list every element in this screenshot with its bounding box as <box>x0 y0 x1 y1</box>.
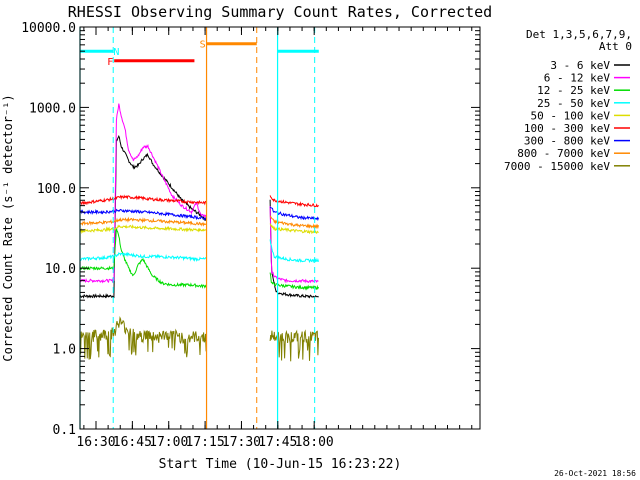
x-tick-label-0: 16:30 <box>76 435 115 450</box>
legend-label-5: 100 - 300 keV <box>524 122 610 135</box>
flag-label-F: F <box>107 57 113 68</box>
flag-label-S: S <box>200 40 206 51</box>
y-tick-label-1: 1000.0 <box>29 101 76 116</box>
legend-label-8: 7000 - 15000 keV <box>504 160 610 173</box>
legend-label-0: 3 - 6 keV <box>550 59 610 72</box>
series-line-2-segment-0 <box>79 227 207 289</box>
legend-label-4: 50 - 100 keV <box>531 109 611 122</box>
flag-F: F <box>107 57 195 68</box>
series-line-1-segment-0 <box>79 103 207 284</box>
y-tick-label-3: 10.0 <box>45 262 76 277</box>
footer-timestamp: 26-Oct-2021 18:56 <box>554 469 636 478</box>
x-tick-label-3: 17:15 <box>186 435 225 450</box>
series-line-8-segment-0 <box>79 315 207 360</box>
x-tick-label-5: 17:45 <box>258 435 297 450</box>
legend-label-2: 12 - 25 keV <box>537 84 610 97</box>
series-line-5-segment-0 <box>79 194 207 206</box>
series-line-7-segment-0 <box>79 216 207 227</box>
series-line-6-segment-0 <box>79 208 207 221</box>
y-tick-label-4: 1.0 <box>53 343 76 358</box>
series-line-4-segment-0 <box>79 224 207 235</box>
plot-frame <box>79 26 481 430</box>
y-tick-label-0: 10000.0 <box>21 21 76 36</box>
axis-layer: 10000.01000.0100.010.01.00.116:3016:4517… <box>21 21 480 450</box>
x-tick-label-1: 16:45 <box>113 435 152 450</box>
flag-label-N: N <box>113 47 119 58</box>
series-line-3-segment-0 <box>79 251 207 263</box>
flag-S: S <box>200 27 258 429</box>
chart-title: RHESSI Observing Summary Count Rates, Co… <box>68 3 492 21</box>
legend-label-7: 800 - 7000 keV <box>517 147 610 160</box>
legend-header-line-1: Det 1,3,5,6,7,9, <box>526 28 632 41</box>
legend-header-line-2: Att 0 <box>599 40 632 53</box>
x-tick-label-2: 17:00 <box>149 435 188 450</box>
legend-label-3: 25 - 50 keV <box>537 97 610 110</box>
x-tick-label-4: 17:30 <box>222 435 261 450</box>
y-tick-label-5: 0.1 <box>53 423 76 438</box>
legend-label-1: 6 - 12 keV <box>544 72 611 85</box>
y-axis-label: Corrected Count Rate (s⁻¹ detector⁻¹) <box>1 94 15 361</box>
y-tick-label-2: 100.0 <box>37 182 76 197</box>
x-tick-label-6: 18:00 <box>295 435 334 450</box>
legend-label-6: 300 - 800 keV <box>524 135 610 148</box>
x-axis-label: Start Time (10-Jun-15 16:23:22) <box>159 457 402 472</box>
